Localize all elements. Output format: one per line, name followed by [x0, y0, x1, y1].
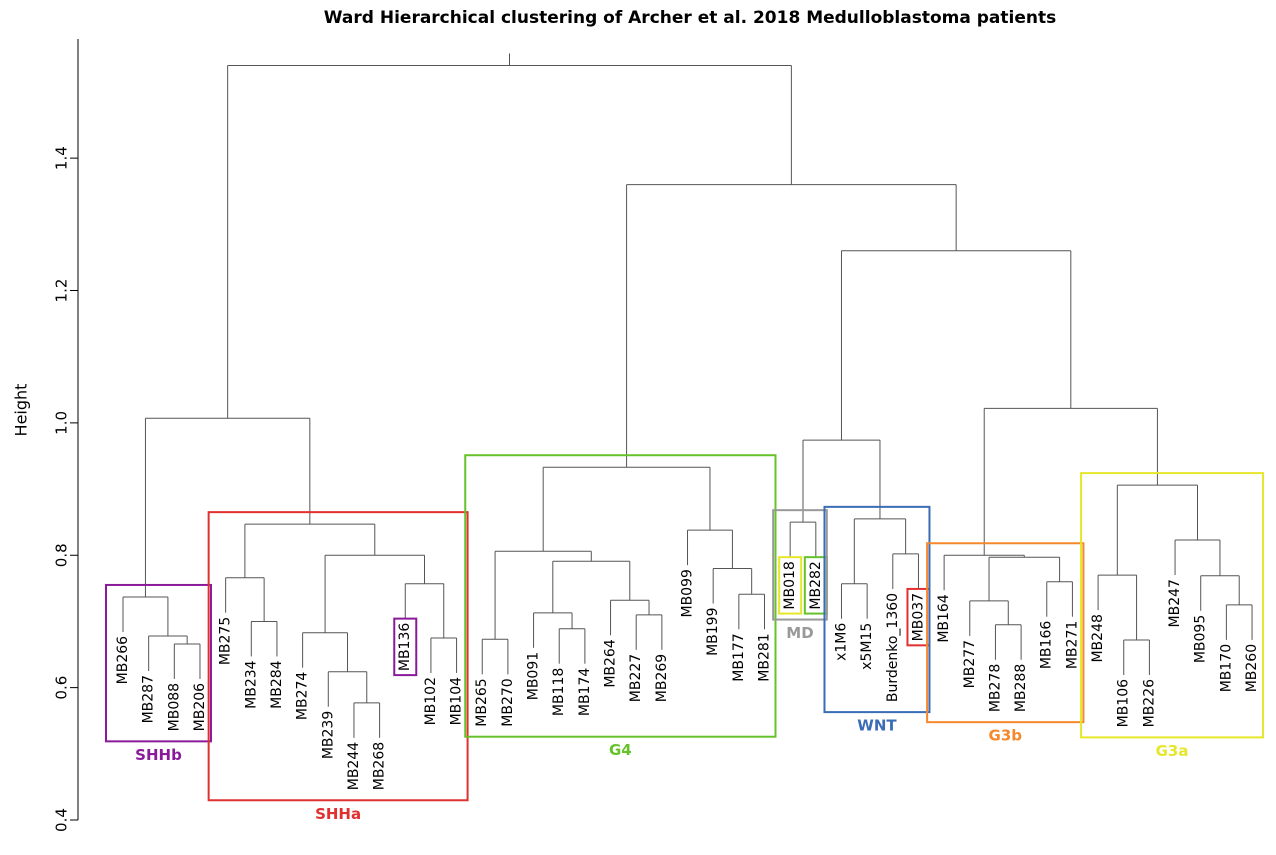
y-tick-label: 1.4: [53, 146, 71, 170]
leaf-label: MB287: [141, 675, 157, 723]
highlight-box: [393, 617, 418, 677]
group-label: MD: [786, 624, 813, 642]
group-label: WNT: [857, 717, 897, 735]
leaf-label: MB275: [218, 617, 234, 665]
leaf-label: x1M6: [833, 623, 849, 661]
leaf-label: MB266: [115, 636, 131, 684]
group-box: [105, 583, 212, 743]
leaf-label: MB088: [166, 683, 182, 731]
leaf-label: MB247: [1167, 579, 1183, 627]
leaf-label: MB206: [192, 683, 208, 731]
leaf-label: MB106: [1116, 679, 1132, 727]
group-label: SHHb: [135, 746, 182, 764]
leaf-label: MB037: [910, 593, 926, 641]
leaf-label: MB177: [731, 633, 747, 681]
leaf-label: MB091: [526, 652, 542, 700]
group-label: G3a: [1156, 742, 1189, 760]
y-tick-label: 1.2: [53, 279, 71, 303]
group-label: SHHa: [315, 805, 361, 823]
leaf-label: MB099: [680, 569, 696, 617]
leaf-label: MB271: [1064, 621, 1080, 669]
leaf-label: MB174: [577, 668, 593, 716]
leaf-label: MB282: [808, 561, 824, 609]
leaf-label: MB226: [1141, 679, 1157, 727]
group-box: [823, 505, 931, 714]
leaf-label: MB166: [1039, 621, 1055, 669]
y-tick-label: 1.0: [53, 411, 71, 435]
leaf-label: MB018: [782, 561, 798, 609]
group-label: G3b: [989, 727, 1023, 745]
leaf-label: MB227: [628, 654, 644, 702]
leaf-label: Burdenko_1360: [885, 593, 901, 702]
leaf-label: MB248: [1090, 614, 1106, 662]
leaf-label: MB170: [1218, 644, 1234, 692]
leaf-label: MB199: [705, 607, 721, 655]
chart-title: Ward Hierarchical clustering of Archer e…: [324, 8, 1056, 28]
y-axis-label: Height: [12, 384, 31, 437]
leaf-label: MB118: [551, 668, 567, 716]
group-box: [464, 454, 777, 738]
y-tick-label: 0.8: [53, 543, 71, 567]
leaf-label: x5M15: [859, 623, 875, 670]
leaf-label: MB278: [987, 664, 1003, 712]
leaf-label: MB281: [757, 633, 773, 681]
leaf-label: MB164: [936, 594, 952, 642]
leaf-label: MB239: [320, 711, 336, 759]
leaf-label: MB264: [603, 639, 619, 687]
leaf-label: MB269: [654, 654, 670, 702]
leaf-label: MB102: [423, 677, 439, 725]
group-box: [926, 542, 1085, 724]
leaf-label: MB274: [295, 672, 311, 720]
leaf-label: MB136: [397, 623, 413, 671]
leaf-label: MB244: [346, 742, 362, 790]
highlight-box: [778, 556, 803, 615]
group-label: G4: [609, 741, 632, 759]
y-tick-label: 0.6: [53, 676, 71, 700]
leaf-label: MB284: [269, 660, 285, 708]
y-tick-label: 0.4: [53, 808, 71, 832]
leaf-label: MB104: [449, 677, 465, 725]
leaf-label: MB277: [962, 640, 978, 688]
leaf-label: MB268: [372, 742, 388, 790]
group-box: [1080, 472, 1265, 739]
leaf-label: MB095: [1193, 615, 1209, 663]
group-box: [207, 511, 469, 802]
leaf-label: MB288: [1013, 664, 1029, 712]
leaf-label: MB270: [500, 678, 516, 726]
leaf-label: MB260: [1244, 644, 1260, 692]
leaf-label: MB234: [243, 660, 259, 708]
group-box: [772, 509, 828, 621]
leaf-label: MB265: [474, 678, 490, 726]
